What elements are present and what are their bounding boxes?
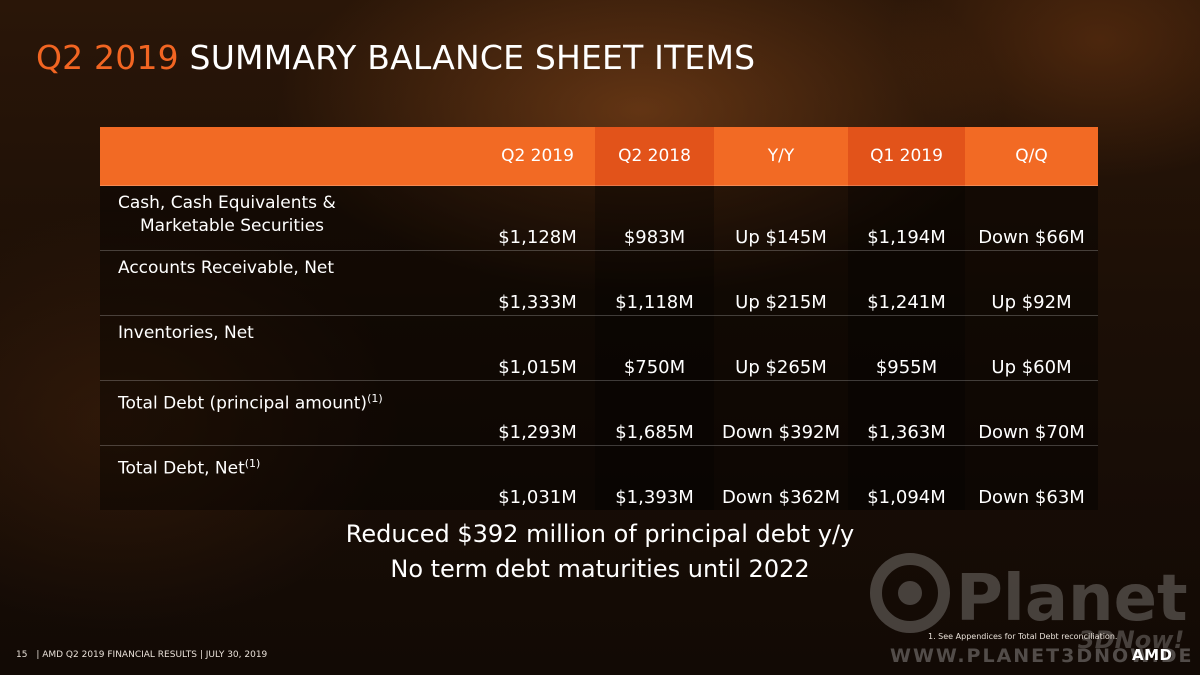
table-row: Total Debt (principal amount)(1) $1,293M… (100, 380, 1098, 446)
summary-line2: No term debt maturities until 2022 (390, 555, 810, 583)
cell-q2-2018: $750M (595, 315, 714, 381)
cell-qq: Up $60M (965, 315, 1098, 381)
row-label: Cash, Cash Equivalents & Marketable Secu… (100, 185, 480, 251)
row-label: Accounts Receivable, Net (100, 250, 480, 316)
cell-q2-2018: $1,118M (595, 250, 714, 316)
cell-q2-2018: $1,685M (595, 380, 714, 446)
cell-q2-2019: $1,031M (480, 445, 595, 510)
row-label-line2: Marketable Securities (140, 216, 325, 236)
table-header-row: Q2 2019 Q2 2018 Y/Y Q1 2019 Q/Q (100, 127, 1098, 186)
table-row: Total Debt, Net(1) $1,031M $1,393M Down … (100, 445, 1098, 510)
balance-sheet-table: Q2 2019 Q2 2018 Y/Y Q1 2019 Q/Q Cash, Ca… (100, 127, 1098, 510)
footer-text: | AMD Q2 2019 FINANCIAL RESULTS | JULY 3… (36, 650, 268, 660)
watermark-url: WWW.PLANET3DNOW.DE (890, 645, 1194, 667)
footnote: 1. See Appendices for Total Debt reconci… (928, 632, 1118, 641)
cell-q2-2018: $983M (595, 185, 714, 251)
row-label: Total Debt (principal amount)(1) (100, 380, 480, 446)
cell-q1-2019: $1,241M (848, 250, 965, 316)
cell-yy: Up $145M (714, 185, 848, 251)
cell-q2-2018: $1,393M (595, 445, 714, 510)
cell-q1-2019: $1,194M (848, 185, 965, 251)
title-text: SUMMARY BALANCE SHEET ITEMS (189, 38, 756, 77)
table-row: Inventories, Net $1,015M $750M Up $265M … (100, 315, 1098, 381)
header-cell-yy: Y/Y (714, 127, 848, 186)
title-accent: Q2 2019 (36, 38, 179, 77)
cell-q1-2019: $1,363M (848, 380, 965, 446)
row-label-line1: Total Debt (principal amount) (118, 393, 368, 414)
cell-yy: Up $265M (714, 315, 848, 381)
row-label-line1: Cash, Cash Equivalents & (118, 193, 336, 213)
header-cell-q1-2019: Q1 2019 (848, 127, 965, 186)
cell-q2-2019: $1,293M (480, 380, 595, 446)
cell-yy: Up $215M (714, 250, 848, 316)
cell-qq: Down $63M (965, 445, 1098, 510)
summary-text: Reduced $392 million of principal debt y… (0, 517, 1200, 587)
row-label-line1: Accounts Receivable, Net (118, 258, 335, 278)
cell-yy: Down $392M (714, 380, 848, 446)
page-number: 15 (16, 650, 28, 660)
table-row: Cash, Cash Equivalents & Marketable Secu… (100, 185, 1098, 251)
header-cell-label (100, 127, 480, 186)
cell-qq: Down $66M (965, 185, 1098, 251)
cell-q2-2019: $1,015M (480, 315, 595, 381)
footnote-marker: (1) (244, 457, 261, 470)
slide-title: Q2 2019 SUMMARY BALANCE SHEET ITEMS (36, 38, 755, 77)
cell-qq: Down $70M (965, 380, 1098, 446)
table-row: Accounts Receivable, Net $1,333M $1,118M… (100, 250, 1098, 316)
cell-q2-2019: $1,333M (480, 250, 595, 316)
cell-qq: Up $92M (965, 250, 1098, 316)
amd-logo: AMD (1132, 646, 1173, 664)
header-cell-q2-2018: Q2 2018 (595, 127, 714, 186)
header-cell-q2-2019: Q2 2019 (480, 127, 595, 186)
cell-q2-2019: $1,128M (480, 185, 595, 251)
footnote-marker: (1) (367, 392, 383, 405)
row-label: Inventories, Net (100, 315, 480, 381)
cell-q1-2019: $955M (848, 315, 965, 381)
header-cell-qq: Q/Q (965, 127, 1098, 186)
row-label-line1: Inventories, Net (118, 323, 254, 343)
row-label-line1: Total Debt, Net (118, 458, 245, 479)
slide-footer: 15 | AMD Q2 2019 FINANCIAL RESULTS | JUL… (16, 650, 267, 660)
cell-q1-2019: $1,094M (848, 445, 965, 510)
cell-yy: Down $362M (714, 445, 848, 510)
summary-line1: Reduced $392 million of principal debt y… (345, 520, 855, 548)
row-label: Total Debt, Net(1) (100, 445, 480, 510)
